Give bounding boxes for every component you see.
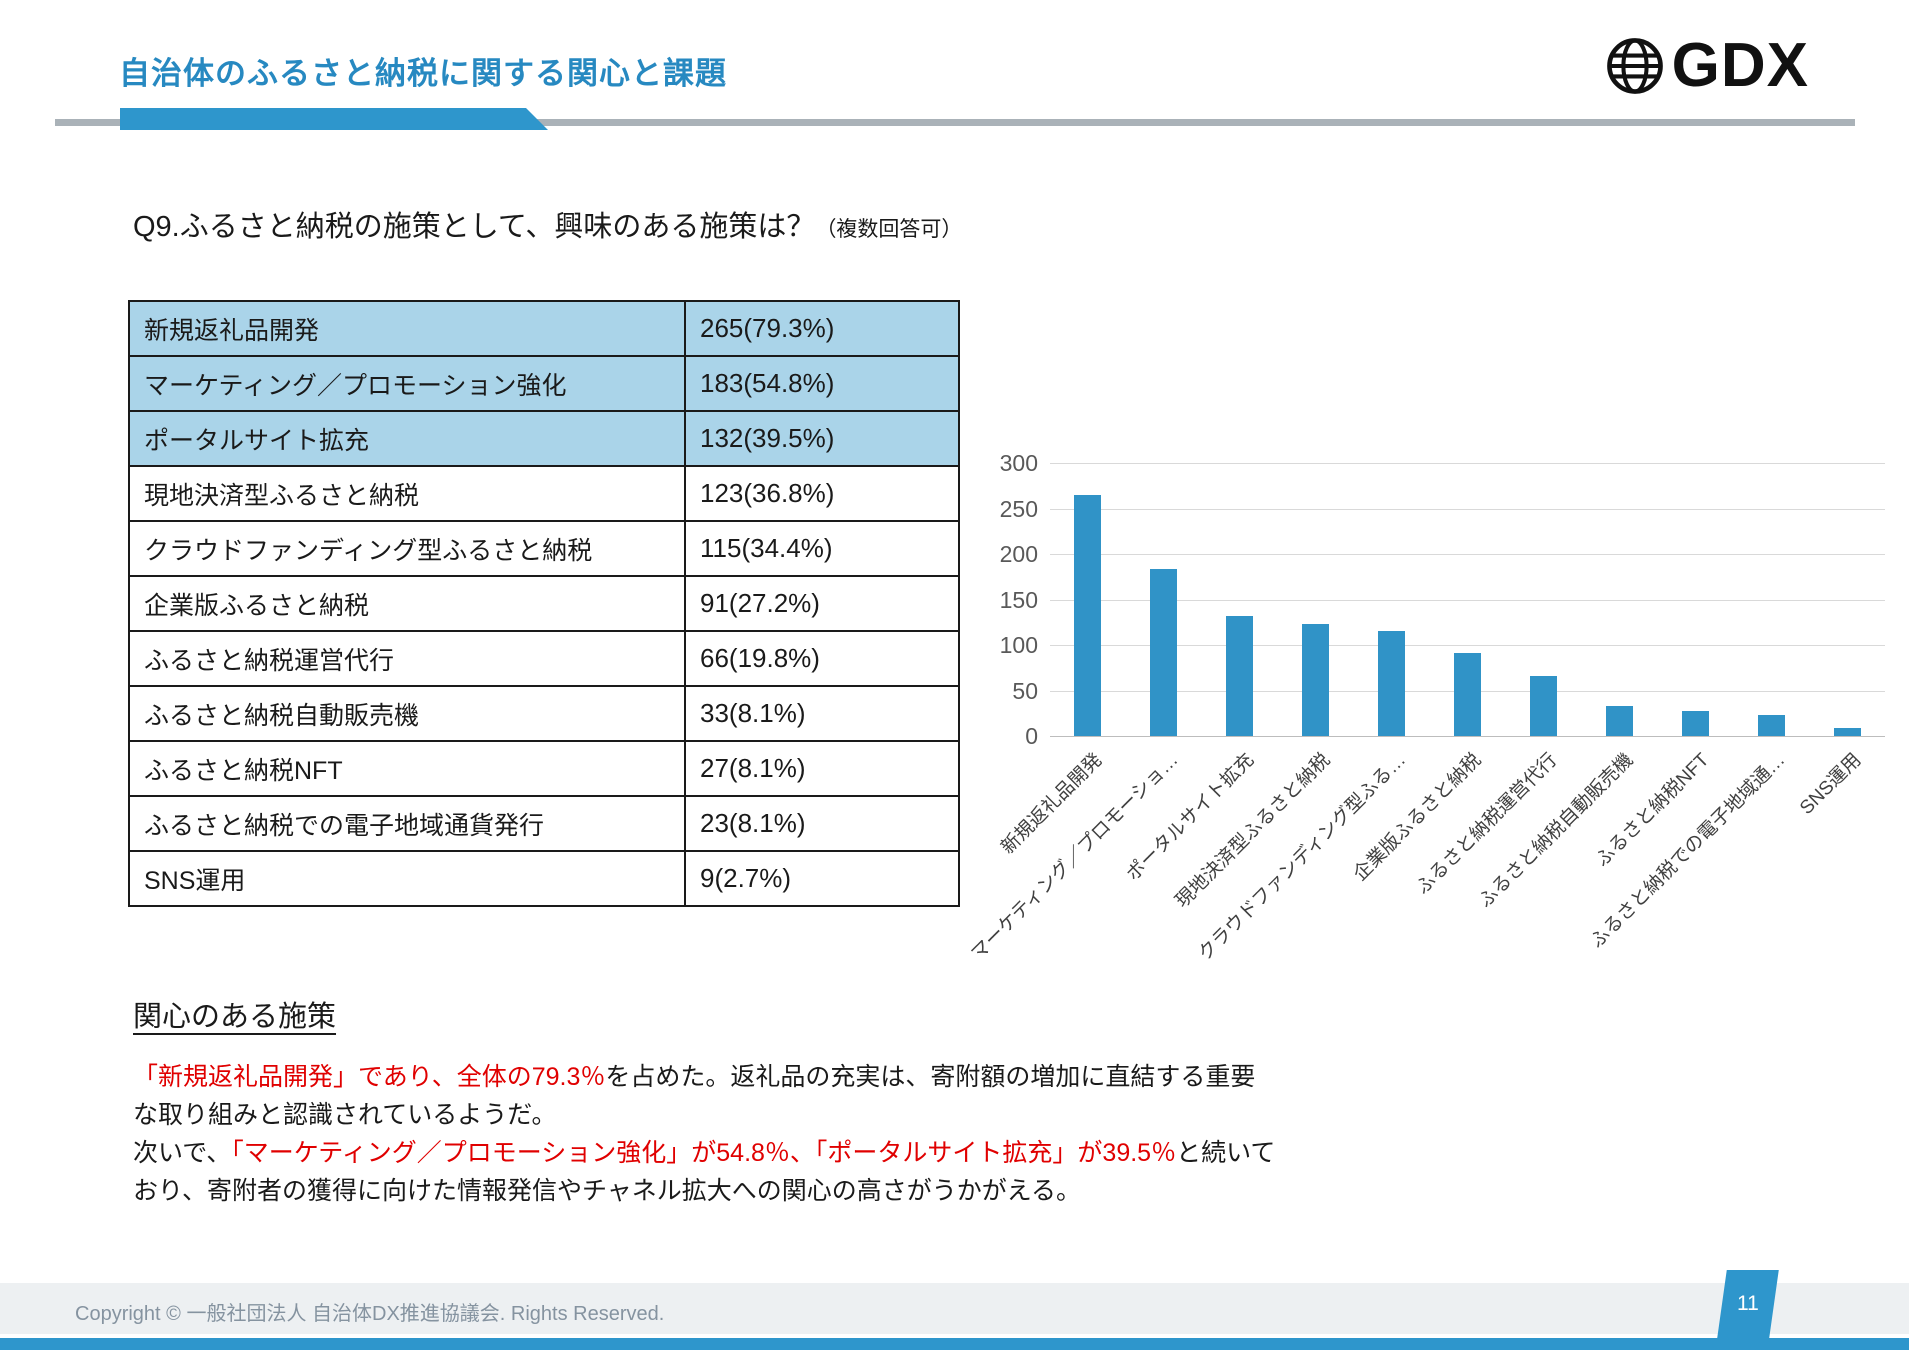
row-label: 現地決済型ふるさと納税: [128, 465, 686, 522]
gridline: [1050, 736, 1885, 737]
y-axis-tick-label: 250: [999, 495, 1038, 522]
results-table: 新規返礼品開発 265(79.3%) マーケティング／プロモーション強化 183(54…: [128, 300, 960, 907]
chart-plot: [1050, 463, 1885, 737]
row-label: 新規返礼品開発: [128, 300, 686, 357]
globe-icon: [1606, 37, 1663, 94]
table-row: ふるさと納税での電子地域通貨発行 23(8.1%): [128, 795, 960, 852]
analysis-heading: 関心のある施策: [133, 1001, 337, 1033]
x-axis-category-label: ふるさと納税運営代行: [1412, 749, 1562, 899]
row-value: 23(8.1%): [684, 795, 960, 852]
chart-bar: [1302, 624, 1330, 736]
table-row: 企業版ふるさと納税 91(27.2%): [128, 575, 960, 632]
row-value: 9(2.7%): [684, 850, 960, 907]
chart-bar: [1150, 569, 1178, 736]
footer-band: [0, 1283, 1909, 1334]
copyright-text: Copyright © 一般社団法人 自治体DX推進協議会. Rights Re…: [75, 1303, 665, 1325]
title-underline-blue: [120, 108, 548, 130]
analysis-line: 「新規返礼品開発」であり、全体の79.3％を占めた。返礼品の充実は、寄附額の増加…: [133, 1058, 1256, 1096]
title-underline-gray: [55, 119, 1855, 126]
chart-bar: [1833, 727, 1861, 736]
table-row: マーケティング／プロモーション強化 183(54.8%): [128, 355, 960, 412]
gdx-logo: GDX: [1606, 30, 1809, 101]
row-label: ふるさと納税NFT: [128, 740, 686, 797]
row-value: 33(8.1%): [684, 685, 960, 742]
x-axis-category-label: SNS運用: [1796, 749, 1866, 819]
row-value: 91(27.2%): [684, 575, 960, 632]
table-row: クラウドファンディング型ふるさと納税 115(34.4%): [128, 520, 960, 577]
row-value: 183(54.8%): [684, 355, 960, 412]
row-label: 企業版ふるさと納税: [128, 575, 686, 632]
table-row: 現地決済型ふるさと納税 123(36.8%): [128, 465, 960, 522]
chart-bar: [1529, 675, 1557, 736]
row-label: ふるさと納税での電子地域通貨発行: [128, 795, 686, 852]
y-axis-tick-label: 300: [999, 450, 1038, 476]
row-label: ふるさと納税運営代行: [128, 630, 686, 687]
chart-bar: [1454, 653, 1481, 736]
analysis-line: な取り組みと認識されているようだ。: [133, 1096, 1253, 1134]
analysis-text: おり、寄附者の獲得に向けた情報発信やチャネル拡大への関心の高さがうかがえる。: [133, 1177, 1082, 1205]
row-label: SNS運用: [128, 850, 686, 907]
chart-bar: [1681, 711, 1709, 736]
question-note: （複数回答可）: [815, 218, 963, 241]
row-label: クラウドファンディング型ふるさと納税: [128, 520, 686, 577]
analysis-text: 次いで、: [133, 1139, 232, 1167]
row-value: 123(36.8%): [684, 465, 960, 522]
row-value: 265(79.3%): [684, 300, 960, 357]
analysis-body: 「新規返礼品開発」であり、全体の79.3％を占めた。返礼品の充実は、寄附額の増加…: [133, 1058, 1275, 1210]
question-heading: Q9.ふるさと納税の施策として、興味のある施策は？（複数回答可）: [133, 203, 962, 245]
table-row: ふるさと納税NFT 27(8.1%): [128, 740, 960, 797]
gridline: [1050, 599, 1885, 601]
row-label: ふるさと納税自動販売機: [128, 685, 686, 742]
chart-bar: [1605, 705, 1633, 736]
row-value: 132(39.5%): [684, 410, 960, 467]
x-axis-category-label: 企業版ふるさと納税: [1350, 749, 1486, 886]
y-axis-tick-label: 100: [999, 632, 1038, 658]
chart-bar: [1757, 715, 1785, 736]
x-axis-category-label: ポータルサイト拡充: [1122, 749, 1259, 886]
table-row: SNS運用 9(2.7%): [128, 850, 960, 907]
chart-bar: [1074, 494, 1102, 736]
analysis-text: と続いて: [1176, 1139, 1276, 1167]
chart-bar: [1226, 615, 1254, 736]
analysis-text: を占めた。返礼品の充実は、寄附額の増加に直結する重要: [605, 1063, 1256, 1091]
page-number-box: 11: [1717, 1270, 1779, 1338]
row-value: 66(19.8%): [684, 630, 960, 687]
chart-bar: [1378, 631, 1406, 736]
row-label: ポータルサイト拡充: [128, 410, 686, 467]
table-row: ふるさと納税運営代行 66(19.8%): [128, 630, 960, 687]
table-row: 新規返礼品開発 265(79.3%): [128, 300, 960, 357]
question-text: Q9.ふるさと納税の施策として、興味のある施策は？: [133, 211, 816, 243]
gridline: [1050, 645, 1885, 646]
row-value: 27(8.1%): [684, 740, 960, 797]
gdx-logo-text: GDX: [1671, 31, 1809, 100]
analysis-line: おり、寄附者の獲得に向けた情報発信やチャネル拡大への関心の高さがうかがえる。: [133, 1172, 1253, 1210]
table-row: ふるさと納税自動販売機 33(8.1%): [128, 685, 960, 742]
gridline: [1050, 463, 1885, 464]
results-table-body: 新規返礼品開発 265(79.3%) マーケティング／プロモーション強化 183(54…: [128, 300, 960, 907]
analysis-text: な取り組みと認識されているようだ。: [133, 1101, 557, 1129]
gridline: [1050, 508, 1885, 510]
analysis-line: 次いで、「マーケティング／プロモーション強化」が54.8％、「ポータルサイト拡充…: [133, 1134, 1275, 1172]
y-axis-tick-label: 50: [1012, 677, 1038, 704]
table-row: ポータルサイト拡充 132(39.5%): [128, 410, 960, 467]
y-axis-tick-label: 150: [999, 586, 1038, 613]
y-axis-tick-label: 200: [999, 541, 1038, 567]
page-title: 自治体のふるさと納税に関する関心と課題: [119, 56, 727, 91]
footer-accent-strip: [0, 1338, 1909, 1350]
bar-chart: 0 50 100 150 200 250 300 新規返礼品開発 マーケティング／プロモーショ…: [967, 450, 1900, 990]
analysis-highlight-text: 「新規返礼品開発」であり、全体の79.3％: [133, 1063, 606, 1091]
y-axis-tick-label: 0: [1025, 723, 1038, 749]
row-label: マーケティング／プロモーション強化: [128, 355, 686, 412]
analysis-highlight-text: 「マーケティング／プロモーション強化」が54.8％、「ポータルサイト拡充」が39…: [231, 1139, 1177, 1167]
gridline: [1050, 554, 1885, 555]
row-value: 115(34.4%): [684, 520, 960, 577]
page-number: 11: [1737, 1292, 1759, 1315]
